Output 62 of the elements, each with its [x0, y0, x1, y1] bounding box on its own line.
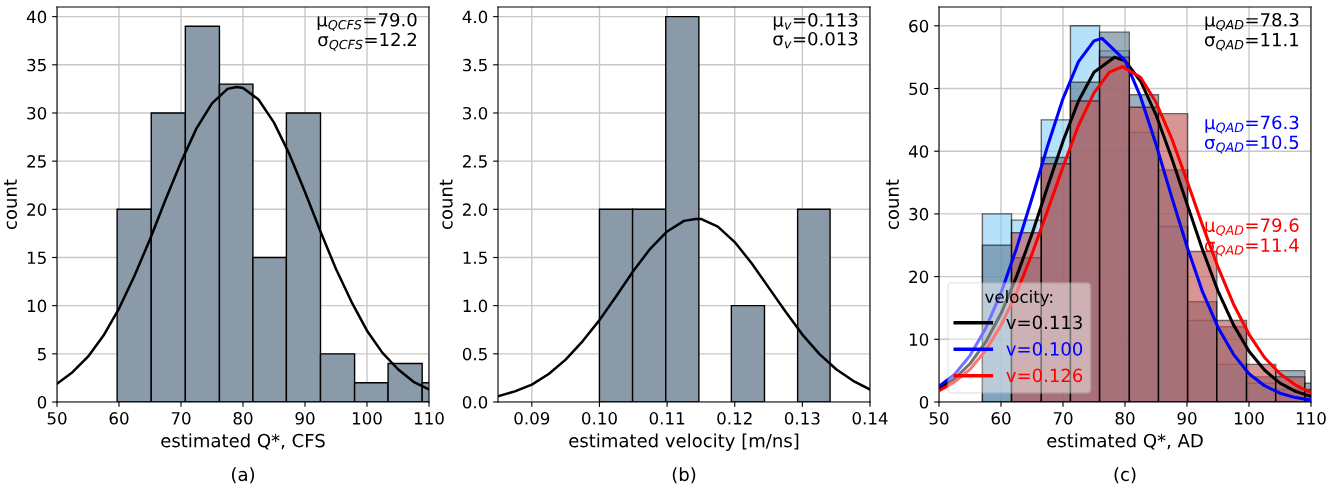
y-axis-title: count [886, 179, 900, 229]
x-tick-label: 0.13 [784, 412, 820, 425]
y-axis-title: count [439, 179, 453, 229]
y-tick-label: 4.0 [462, 10, 488, 24]
y-tick-label: 3.0 [463, 106, 488, 120]
text: (a) [231, 467, 255, 484]
x-tick-label: 0.14 [852, 412, 888, 425]
legend-label: v=0.113 [1006, 315, 1082, 330]
x-tick-label: 0.09 [514, 412, 550, 425]
y-tick-label: 20 [909, 270, 929, 284]
x-tick-label: 80 [233, 412, 253, 425]
x-axis-title: estimated Q*, AD [1047, 433, 1203, 450]
text: μ$_{QCFS}$=79.0 σ$_{QCFS}$=12.2 [317, 12, 417, 51]
y-tick-label: 0 [919, 395, 929, 409]
x-axis-title: estimated Q*, CFS [161, 433, 325, 450]
text: (c) [1114, 467, 1136, 484]
x-tick-label: 90 [1177, 412, 1197, 425]
y-tick-label: 15 [27, 251, 46, 265]
y-tick-label: 20 [27, 203, 47, 216]
y-tick-label: 1.5 [463, 251, 487, 265]
text: (b) [672, 467, 696, 484]
x-tick-label: 0.10 [582, 412, 617, 425]
x-tick-label: 0.11 [649, 412, 685, 425]
x-tick-label: 110 [414, 412, 444, 425]
y-tick-label: 30 [27, 106, 47, 120]
x-tick-label: 50 [47, 412, 67, 425]
legend-title: velocity: [985, 290, 1053, 307]
y-tick-label: 30 [909, 207, 929, 221]
y-tick-label: 5 [37, 348, 46, 361]
y-tick-label: 2.5 [462, 155, 487, 168]
x-tick-label: 70 [1053, 412, 1073, 425]
y-tick-label: 10 [909, 333, 929, 346]
y-tick-label: 0 [37, 395, 47, 409]
y-tick-label: 50 [909, 82, 929, 96]
y-axis-title: count [4, 179, 18, 229]
x-tick-label: 70 [171, 412, 191, 425]
y-tick-label: 3.5 [463, 58, 487, 72]
x-tick-label: 0.12 [717, 412, 752, 425]
x-tick-label: 100 [1234, 412, 1264, 425]
text: μ$_{QAD}$=76.3 σ$_{QAD}$=10.5 [1204, 115, 1299, 154]
annotation: μ$_{v}$=0.113 σ$_{v}$=0.013 [773, 13, 858, 49]
y-tick-label: 0.0 [462, 395, 488, 409]
y-tick-label: 40 [908, 145, 929, 158]
legend-label: v=0.126 [1006, 368, 1083, 383]
x-tick-label: 60 [991, 412, 1011, 425]
text: μ$_{QAD}$=78.3 σ$_{QAD}$=11.1 [1204, 12, 1299, 51]
x-axis-title: estimated velocity [m/ns] [569, 433, 799, 451]
x-tick-label: 50 [929, 412, 949, 425]
x-tick-label: 80 [1115, 412, 1135, 425]
x-tick-label: 90 [295, 412, 315, 425]
y-tick-label: 10 [27, 299, 47, 313]
y-tick-label: 35 [27, 58, 46, 72]
y-tick-label: 40 [26, 10, 47, 24]
y-tick-label: 2.0 [462, 203, 488, 216]
y-tick-label: 0.5 [462, 347, 487, 361]
x-tick-label: 100 [352, 412, 382, 425]
y-tick-label: 60 [909, 19, 929, 33]
legend-label: v=0.100 [1006, 342, 1083, 356]
x-tick-label: 110 [1296, 412, 1326, 425]
y-tick-label: 1.0 [463, 299, 488, 313]
y-tick-label: 25 [27, 155, 46, 168]
x-tick-label: 60 [109, 412, 129, 425]
